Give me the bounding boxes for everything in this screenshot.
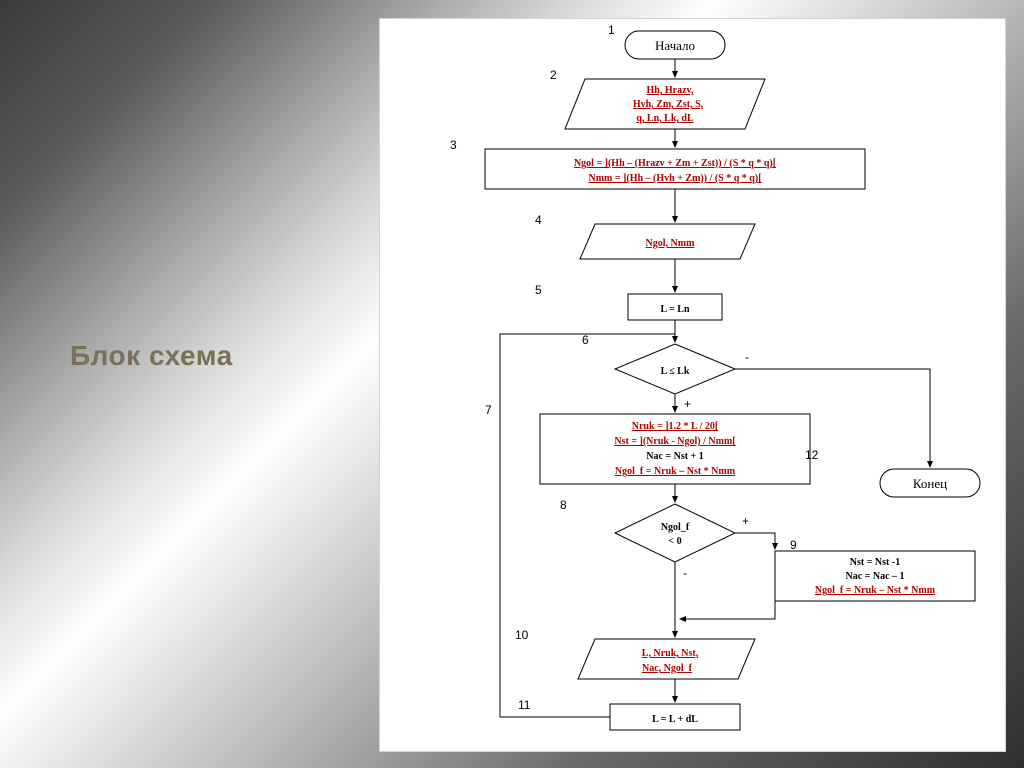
node-8-l2: < 0 [668,536,681,547]
slide-title: Блок схема [70,340,233,372]
node-10-l2: Nac, Ngol_f [642,663,693,674]
node-7-l3: Nac = Nst + 1 [646,451,704,462]
num-5: 5 [535,283,542,297]
node-11-text: L = L + dL [652,714,698,725]
node-start-label: Начало [655,38,695,53]
node-7-l1: Nruk = ]1.2 * L / 20[ [632,421,719,432]
node-10-l1: L, Nruk, Nst, [642,648,699,659]
node-decision-8 [615,504,735,562]
node-8-minus: - [683,566,687,580]
num-8: 8 [560,498,567,512]
num-12: 12 [805,448,819,462]
num-6: 6 [582,333,589,347]
num-7: 7 [485,403,492,417]
num-11: 11 [518,698,531,712]
node-3-l1: Ngol = ](Hh – (Hrazv + Zm + Zst)) / (S *… [574,158,776,169]
node-6-minus: - [745,350,749,364]
num-4: 4 [535,213,542,227]
flowchart-paper: Начало Hh, Hrazv, Hvh, Zm, Zst, S, q, Ln… [379,18,1006,752]
node-input-l3: q, Ln, Lk, dL [636,113,694,124]
num-3: 3 [450,138,457,152]
node-input-l1: Hh, Hrazv, [647,85,694,96]
node-5-text: L = Ln [660,304,689,315]
node-7-l4: Ngol_f = Nruk – Nst * Nmm [615,466,736,477]
node-6-plus: + [684,397,691,411]
num-2: 2 [550,68,557,82]
node-9-l2: Nac = Nac – 1 [845,571,904,582]
node-9-l3: Ngol_f = Nruk – Nst * Nmm [815,585,936,596]
num-1: 1 [608,23,615,37]
node-4-text: Ngol, Nmm [646,238,696,249]
node-9-l1: Nst = Nst -1 [850,557,900,568]
node-6-text: L ≤ Lk [661,366,690,377]
flowchart-svg: Начало Hh, Hrazv, Hvh, Zm, Zst, S, q, Ln… [380,19,1005,751]
node-7-l2: Nst = ](Nruk - Ngol) / Nmm[ [614,436,735,447]
num-10: 10 [515,628,529,642]
node-3-l2: Nmm = ](Hh – (Hvh + Zm)) / (S * q * q)[ [588,173,761,184]
num-9: 9 [790,538,797,552]
node-8-l1: Ngol_f [661,522,690,533]
arrow-9-merge [680,601,775,619]
arrow-8-9 [735,533,775,549]
node-end-label: Конец [913,476,947,491]
node-input-l2: Hvh, Zm, Zst, S, [633,99,704,110]
node-8-plus: + [742,514,749,528]
